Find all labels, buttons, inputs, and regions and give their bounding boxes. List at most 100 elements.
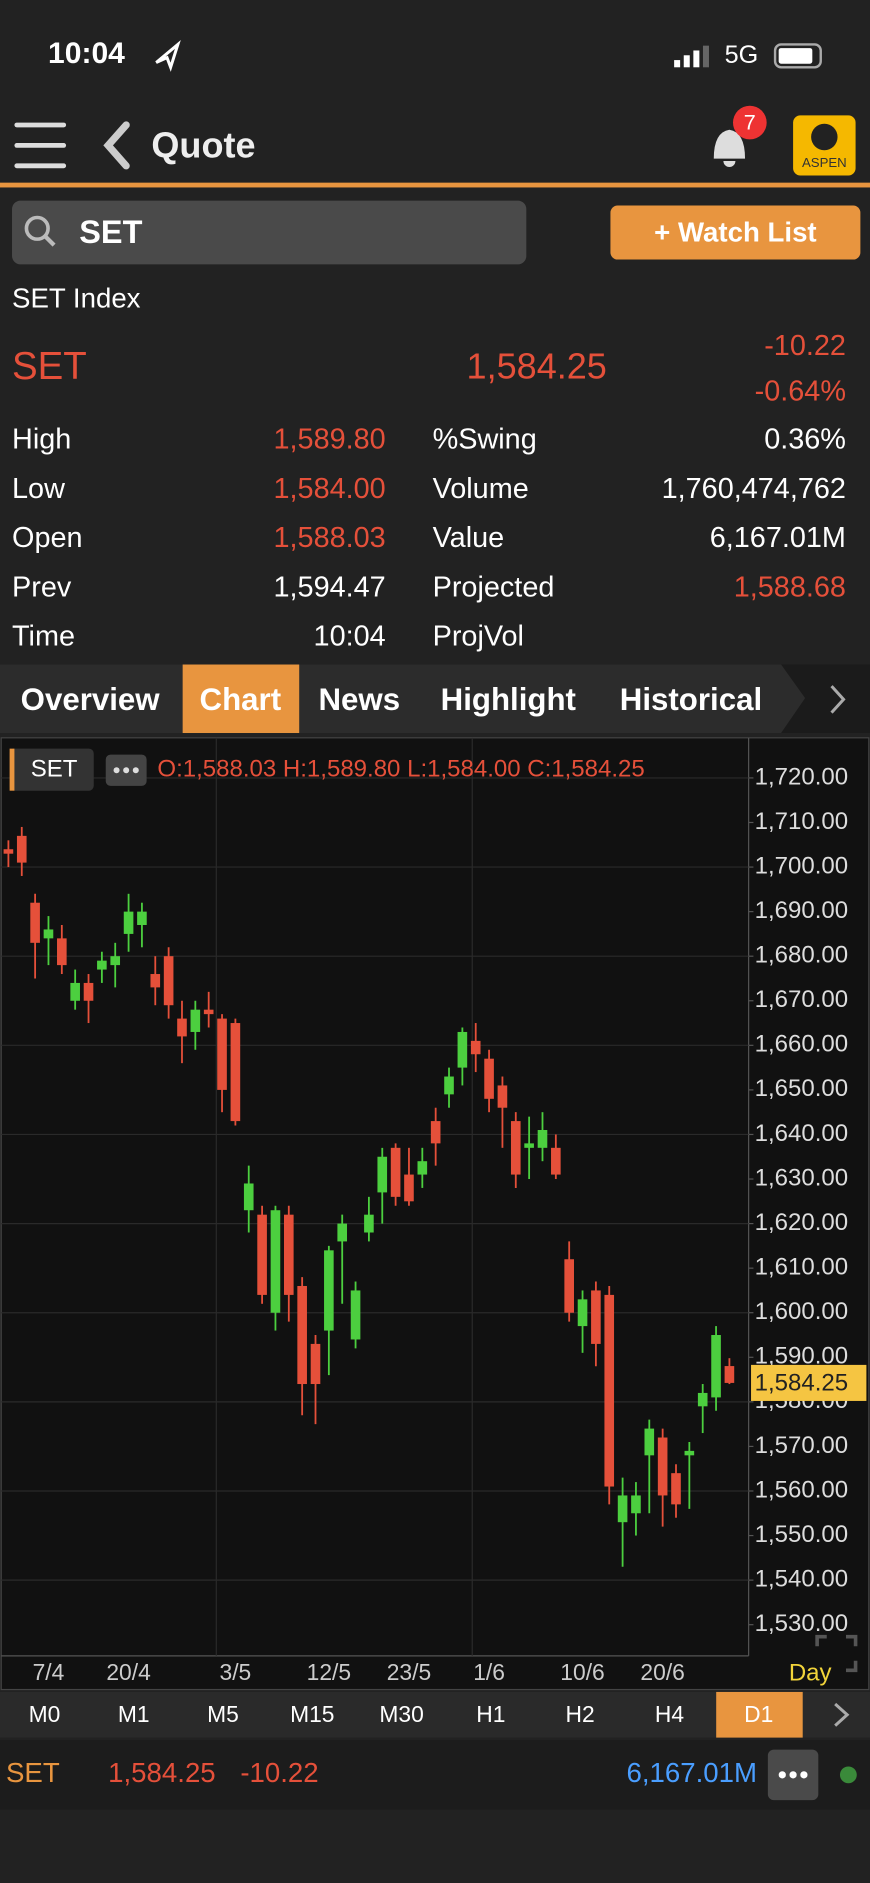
- last-price-marker: [751, 1364, 867, 1401]
- candle-body: [457, 1031, 468, 1068]
- candle-body: [324, 1250, 334, 1331]
- stat-value: 1,589.80: [274, 424, 386, 456]
- candle-body: [430, 1121, 441, 1144]
- timeframe[interactable]: M5: [207, 1701, 239, 1727]
- footer-value: 6,167.01M: [626, 1757, 757, 1788]
- candle-body: [577, 1299, 588, 1327]
- quote-symbol: SET: [12, 345, 87, 388]
- candle-body: [177, 1018, 187, 1037]
- menu-button[interactable]: [14, 122, 67, 169]
- symbol-badge-accent: [9, 748, 15, 791]
- candle-body: [350, 1290, 361, 1340]
- candle-body: [150, 974, 161, 988]
- candle-body: [510, 1121, 521, 1175]
- ohlc-clip: O:1,588.03 H:1,589.80 L:1,584.00 C:1,584…: [157, 756, 644, 783]
- stat-value: 1,594.47: [274, 571, 386, 603]
- candle-body: [43, 929, 54, 939]
- search-box[interactable]: [12, 200, 527, 265]
- candle-body: [470, 1040, 481, 1055]
- x-tick-label: 23/5: [387, 1659, 431, 1685]
- y-tick-label: 1,670.00: [755, 986, 848, 1013]
- active-tab: [182, 664, 300, 734]
- tab[interactable]: Historical: [620, 682, 762, 717]
- timeframe-scroll[interactable]: [834, 1702, 850, 1727]
- plot: 1,530.00 1,540.00 1,550.00 1,560.00 1,570.00…: [1, 763, 867, 1685]
- connection-indicator: [839, 1766, 857, 1784]
- back-button[interactable]: [103, 121, 130, 170]
- y-tick-label: 1,640.00: [755, 1120, 848, 1147]
- status-time: 10:04: [48, 37, 125, 70]
- candle-body: [524, 1143, 534, 1148]
- x-tick-label: 12/5: [307, 1659, 351, 1685]
- y-tick-label: 1,660.00: [755, 1031, 848, 1058]
- timeframes: M0 M1 M5 M15 M30 H1 H2 H4 D1: [29, 1701, 774, 1727]
- candle-body: [97, 960, 107, 970]
- timeframe[interactable]: H4: [655, 1701, 684, 1727]
- candle-body: [270, 1210, 281, 1313]
- tab[interactable]: Chart: [200, 682, 282, 717]
- timeframe[interactable]: M1: [118, 1701, 150, 1727]
- candle-body: [724, 1366, 735, 1383]
- footer-change: -10.22: [240, 1757, 318, 1788]
- tab[interactable]: Highlight: [441, 682, 577, 717]
- candle-body: [617, 1495, 628, 1523]
- footer-symbol: SET: [6, 1757, 60, 1788]
- y-tick-label: 1,630.00: [755, 1164, 848, 1191]
- candle-body: [16, 835, 27, 863]
- timeframe[interactable]: M30: [379, 1701, 423, 1727]
- stat-label: Open: [12, 522, 83, 554]
- footer-menu-dots: [778, 1771, 808, 1779]
- stat-value: 1,588.03: [274, 522, 386, 554]
- candle-body: [57, 938, 67, 966]
- stat-label: Volume: [433, 473, 529, 505]
- stat-value: 6,167.01M: [710, 522, 846, 554]
- header-title: Quote: [151, 124, 255, 165]
- expand-icon[interactable]: [815, 1634, 858, 1673]
- network-label: 5G: [725, 41, 759, 69]
- y-tick-label: 1,570.00: [755, 1432, 848, 1459]
- tab-bar: [0, 664, 870, 734]
- candle-body: [537, 1130, 548, 1148]
- candle-body: [123, 911, 134, 934]
- candle-body: [684, 1450, 695, 1456]
- chart-symbol: SET: [31, 756, 78, 783]
- x-tick-label: 10/6: [560, 1659, 604, 1685]
- stat-label: Projected: [433, 571, 555, 603]
- candle-body: [243, 1183, 254, 1211]
- candle-body: [404, 1174, 414, 1202]
- candle-body: [444, 1076, 454, 1095]
- quote-stats: High 1,589.80 Low 1,584.00 Open 1,588.03…: [12, 424, 846, 653]
- symbol-badge[interactable]: [9, 748, 94, 791]
- notification-bell[interactable]: [713, 129, 746, 168]
- candle-body: [257, 1214, 267, 1295]
- active-timeframe: [716, 1691, 803, 1738]
- candle-body: [604, 1294, 615, 1487]
- candle-body: [377, 1156, 388, 1193]
- stat-label: High: [12, 424, 71, 456]
- candle-body: [110, 956, 121, 966]
- timeframe[interactable]: H2: [566, 1701, 595, 1727]
- watch-list-button[interactable]: [610, 205, 861, 260]
- candle-body: [297, 1285, 307, 1385]
- tab[interactable]: News: [318, 682, 400, 717]
- y-tick-label: 1,620.00: [755, 1209, 848, 1236]
- y-tick-label: 1,650.00: [755, 1075, 848, 1102]
- timeframe[interactable]: H1: [476, 1701, 505, 1727]
- footer-bar: [0, 1740, 870, 1810]
- timeframe[interactable]: M0: [29, 1701, 61, 1727]
- candle-body: [564, 1259, 574, 1313]
- stat-label: ProjVol: [433, 621, 524, 653]
- watch-list-label: + Watch List: [654, 217, 816, 248]
- tab[interactable]: Overview: [21, 682, 161, 717]
- candle-body: [30, 902, 40, 943]
- timeframe[interactable]: D1: [744, 1701, 773, 1727]
- search-query: SET: [79, 214, 142, 250]
- candle-body: [497, 1085, 508, 1108]
- tab-scroll[interactable]: [781, 664, 870, 734]
- y-tick-label: 1,700.00: [755, 852, 848, 879]
- notification-count: 7: [744, 109, 756, 134]
- timeframe[interactable]: M15: [290, 1701, 334, 1727]
- stat-value: 1,760,474,762: [662, 473, 846, 505]
